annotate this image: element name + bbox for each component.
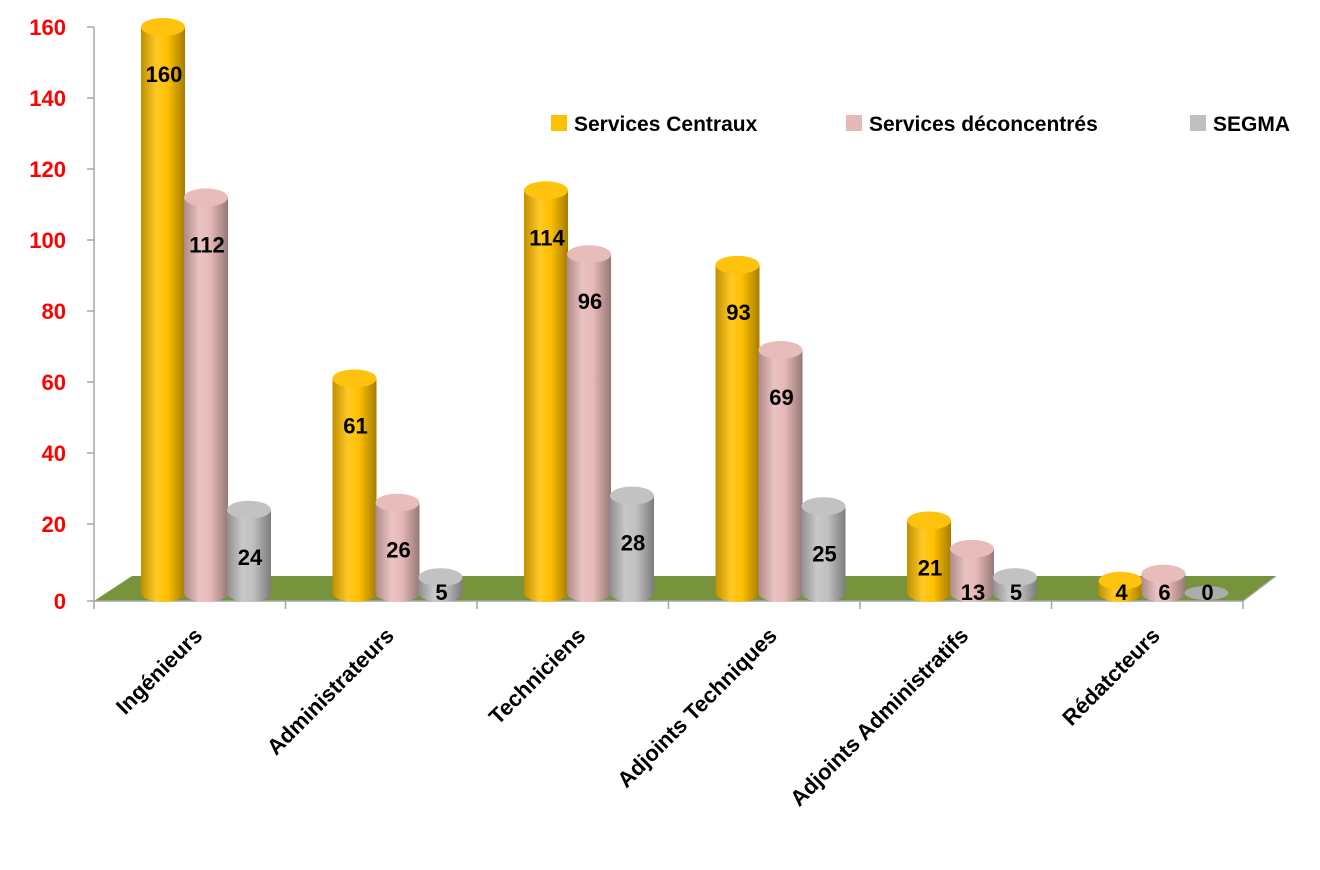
bar-body (610, 495, 654, 602)
y-tick-label: 140 (29, 86, 66, 111)
bar-top (375, 493, 420, 512)
bar-body (715, 264, 760, 603)
data-label: 93 (726, 300, 750, 325)
data-label: 112 (189, 232, 225, 257)
y-tick-label: 0 (54, 589, 66, 614)
bar-redatcteurs-services-centraux (1098, 571, 1143, 603)
bar-body (332, 378, 377, 602)
bar-body (375, 502, 420, 603)
data-label: 61 (343, 413, 367, 438)
bar-adjoints-techniques-services-deconcentres (758, 341, 803, 603)
category-label-administrateurs: Administrateurs (262, 623, 399, 760)
legend-swatch (551, 115, 567, 131)
category-label-adjoints-administratifs: Adjoints Administratifs (785, 623, 973, 811)
bar-adjoints-administratifs-segma (993, 568, 1037, 602)
data-label: 114 (529, 225, 565, 250)
bar-adjoints-administratifs-services-deconcentres (950, 539, 994, 602)
legend-item-services-deconcentres: Services déconcentrés (846, 113, 1098, 136)
y-tick-label: 120 (29, 157, 66, 182)
bar-techniciens-services-deconcentres (567, 245, 611, 602)
data-label: 25 (812, 541, 836, 566)
data-label: 26 (386, 538, 410, 563)
data-label: 5 (1010, 580, 1022, 605)
bar-top (715, 255, 760, 274)
bar-body (141, 27, 185, 602)
bar-ingenieurs-services-deconcentres (184, 188, 228, 602)
bars (141, 18, 1229, 603)
category-label-techniciens: Techniciens (484, 623, 590, 729)
bar-top (227, 500, 271, 519)
bar-body (758, 350, 803, 603)
data-label: 69 (769, 385, 793, 410)
bar-top (1098, 571, 1143, 590)
category-label-ingenieurs: Ingénieurs (111, 623, 207, 719)
bar-top (418, 568, 463, 587)
bar-ingenieurs-services-centraux (141, 18, 185, 602)
legend-swatch (1190, 115, 1206, 131)
bar-top (993, 568, 1037, 587)
bar-redatcteurs-segma (1184, 586, 1229, 600)
bar-body (801, 506, 846, 603)
bar-top (758, 341, 803, 360)
data-label: 28 (621, 531, 645, 556)
y-tick-label: 160 (29, 15, 66, 40)
bar-adjoints-techniques-services-centraux (715, 255, 760, 603)
y-tick-label: 100 (29, 228, 66, 253)
category-label-redatcteurs: Rédatcteurs (1057, 623, 1165, 731)
bar-body (524, 190, 568, 603)
bar-adjoints-administratifs-services-centraux (907, 511, 951, 602)
data-label: 24 (238, 545, 263, 570)
legend-label: Services déconcentrés (869, 113, 1098, 136)
data-label: 160 (146, 62, 183, 87)
bar-top (184, 188, 228, 207)
bar-administrateurs-services-deconcentres (375, 493, 420, 603)
y-tick-label: 40 (42, 441, 66, 466)
floor-edge-line (1242, 575, 1277, 602)
bar-top (141, 18, 185, 36)
bar-techniciens-services-centraux (524, 181, 568, 603)
y-tick-label: 20 (42, 512, 66, 537)
bar-body (907, 520, 951, 602)
data-labels: 160 112 24 61 26 5 114 96 28 93 69 25 21 13 5 4 6 0 (146, 62, 1214, 605)
bar-ingenieurs-segma (227, 500, 271, 602)
bar-body (184, 197, 228, 602)
legend-label: SEGMA (1213, 113, 1290, 136)
bar-top (907, 511, 951, 530)
data-label: 4 (1115, 580, 1128, 605)
bar-top (801, 497, 846, 516)
legend-swatch (846, 115, 862, 131)
legend-item-segma: SEGMA (1190, 113, 1290, 136)
data-label: 6 (1158, 580, 1170, 605)
bar-top (567, 245, 611, 264)
bar-administrateurs-services-centraux (332, 369, 377, 602)
bar-top (610, 486, 654, 505)
legend: Services Centraux Services déconcentrés SE… (551, 113, 1290, 136)
legend-label: Services Centraux (574, 113, 758, 136)
data-label: 5 (435, 580, 447, 605)
y-tick-label: 60 (42, 370, 66, 395)
bar-body (950, 548, 994, 602)
bar-top (524, 181, 568, 200)
legend-item-services-centraux: Services Centraux (551, 113, 758, 136)
y-tick-label: 80 (42, 299, 66, 324)
data-label: 21 (918, 555, 942, 580)
category-label-adjoints-techniques: Adjoints Techniques (612, 623, 782, 793)
bar-top (1184, 586, 1229, 600)
bar-techniciens-segma (610, 486, 654, 602)
bar-top (950, 539, 994, 558)
bar-body (567, 254, 611, 602)
data-label: 13 (961, 580, 985, 605)
data-label: 0 (1201, 580, 1213, 605)
bar-top (332, 369, 377, 388)
bar-top (1141, 564, 1186, 583)
data-label: 96 (578, 289, 602, 314)
bar-redatcteurs-services-deconcentres (1141, 564, 1186, 603)
bar-adjoints-techniques-segma (801, 497, 846, 603)
bar-body (227, 509, 271, 602)
bar-administrateurs-segma (418, 568, 463, 603)
